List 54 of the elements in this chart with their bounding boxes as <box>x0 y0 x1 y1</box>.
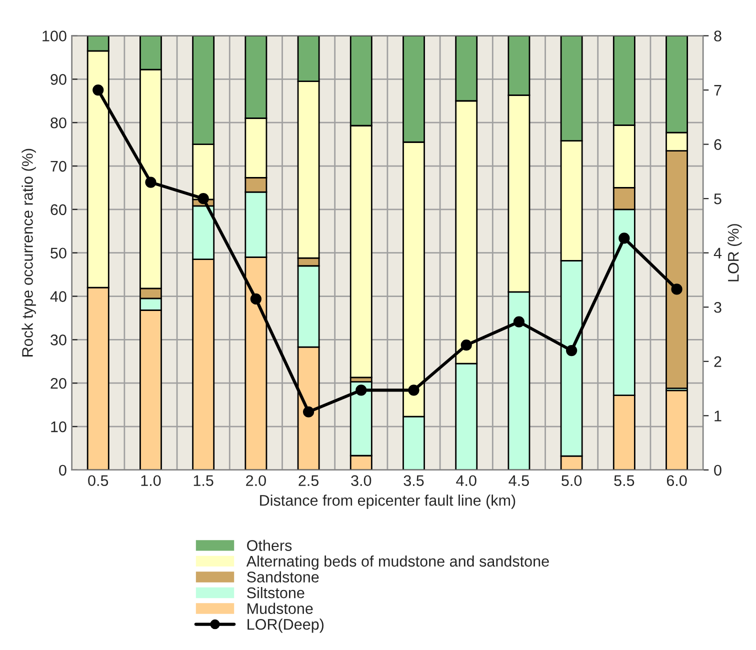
legend-label: Siltstone <box>247 587 304 598</box>
point <box>250 293 262 305</box>
y-tick-label: 20 <box>50 378 66 389</box>
x-tick-label: 1.0 <box>141 475 161 486</box>
legend-label: LOR(Deep) <box>248 618 324 633</box>
y2-tick-label: 5 <box>714 194 722 204</box>
legend-label: Sandstone <box>247 571 319 582</box>
point <box>671 284 682 295</box>
y2-tick-label: 7 <box>714 85 722 96</box>
y-tick-label: 0 <box>59 464 66 476</box>
point <box>356 384 367 396</box>
legend-label: Mudstone <box>248 602 313 614</box>
y-tick-label: 90 <box>50 74 66 85</box>
y2-tick-label: 8 <box>714 30 722 42</box>
y2-tick-label: 0 <box>714 464 722 476</box>
y-tick-label: 100 <box>42 30 66 42</box>
x-tick-label: 4.5 <box>508 475 529 486</box>
x-tick-label: 5.0 <box>562 475 582 486</box>
y-tick-label: 30 <box>50 334 66 346</box>
y-tick-label: 50 <box>50 248 66 259</box>
y-tick-label: 40 <box>50 291 66 302</box>
x-tick-label: 3.5 <box>404 475 424 486</box>
point <box>460 340 472 351</box>
y2-tick-label: 4 <box>714 248 722 258</box>
legend-label: Others <box>247 540 292 551</box>
y-tick-label: 80 <box>50 117 66 128</box>
y2-tick-label: 3 <box>714 302 722 313</box>
point <box>408 384 420 396</box>
y2-tick-label: 1 <box>714 410 722 422</box>
bar <box>666 390 688 470</box>
x-tick-label: 0.5 <box>88 475 108 486</box>
y-tick-label: 70 <box>50 160 66 172</box>
y-tick-label: 60 <box>50 204 66 216</box>
x-tick-label: 1.5 <box>194 475 214 486</box>
x-tick-label: 6.0 <box>666 475 687 486</box>
point <box>145 176 156 188</box>
legend-label: Alternating beds of mudstone and sandstone <box>246 555 549 570</box>
x-tick-label: 2.0 <box>246 475 266 486</box>
y-tick-label: 10 <box>51 421 66 432</box>
y-axis-title: Rock type occurrence ratio (%) <box>22 148 36 356</box>
point <box>302 406 314 418</box>
point <box>92 84 104 96</box>
x-tick-label: 3.0 <box>351 475 372 486</box>
x-axis-title: Distance from epicenter fault line (km) <box>260 494 516 509</box>
y2-tick-label: 2 <box>714 356 722 367</box>
x-tick-label: 4.0 <box>456 475 476 486</box>
point <box>513 316 525 328</box>
x-tick-label: 2.5 <box>298 475 319 486</box>
x-tick-label: 5.5 <box>614 475 634 486</box>
y2-axis-title: LOR (%) <box>728 224 742 282</box>
point <box>566 344 578 356</box>
point <box>618 232 630 244</box>
point <box>198 193 209 204</box>
y2-tick-label: 6 <box>714 139 722 150</box>
